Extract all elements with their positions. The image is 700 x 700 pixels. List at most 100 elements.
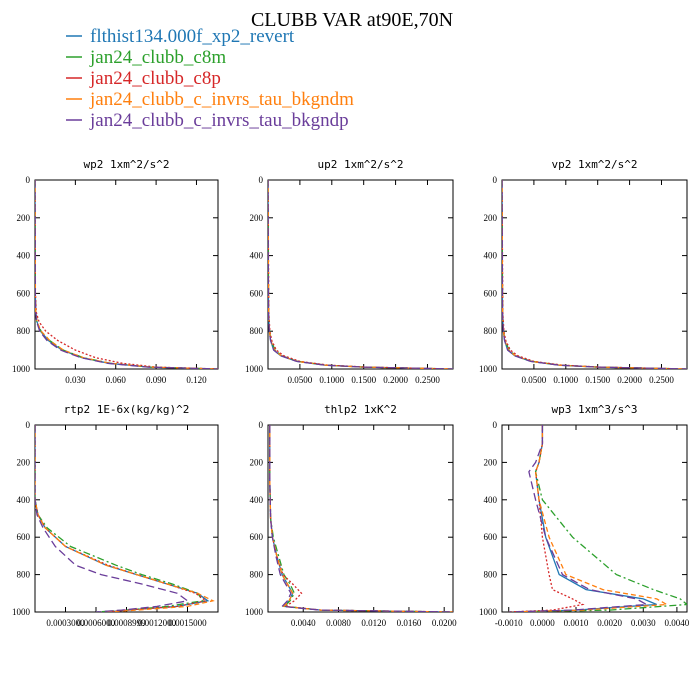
- panel-title: wp3 1xm^3/s^3: [551, 403, 637, 416]
- chart-panel: thlp2 1xK^2 0 200 400 600 800 1000 0.0040 0.0080…: [245, 403, 457, 628]
- panel-title: thlp2 1xK^2: [324, 403, 397, 416]
- plot-frame: [34, 179, 219, 370]
- legend: flthist134.000f_xp2_revertjan24_clubb_c8…: [66, 26, 354, 131]
- chart-panel: wp3 1xm^3/s^3 0 200 400 600 800 1000-0.0010 0.0…: [479, 403, 690, 628]
- x-tick-label: 0.0030: [631, 618, 656, 628]
- series-line: [35, 425, 208, 612]
- series-line: [268, 180, 453, 369]
- y-tick-label: 800: [250, 570, 264, 580]
- y-tick-label: 200: [250, 213, 264, 223]
- series-line: [508, 425, 687, 612]
- legend-label: jan24_clubb_c8p: [89, 68, 221, 89]
- y-tick-label: 600: [250, 288, 264, 298]
- series-line: [35, 180, 218, 369]
- y-tick-label: 0: [493, 175, 498, 185]
- plot-frame: [267, 424, 454, 613]
- x-tick-label: 0.0040: [291, 618, 316, 628]
- x-tick-label: 0.0080: [326, 618, 351, 628]
- panel-title: vp2 1xm^2/s^2: [551, 158, 637, 171]
- series-line: [268, 180, 453, 369]
- x-tick-label: 0.0012000: [138, 618, 177, 628]
- y-tick-label: 1000: [12, 607, 31, 617]
- x-tick-label: 0.0500: [522, 375, 547, 385]
- series-line: [502, 180, 687, 369]
- legend-label: jan24_clubb_c_invrs_tau_bkgndp: [89, 110, 349, 131]
- panel-grid: wp2 1xm^2/s^2 0 200 400 600 800 1000 0.030 0.060…: [12, 158, 690, 628]
- y-tick-label: 400: [17, 495, 31, 505]
- series-group: [35, 180, 218, 369]
- x-tick-label: 0.0120: [361, 618, 386, 628]
- y-tick-label: 1000: [479, 607, 498, 617]
- x-tick-label: 0.1000: [319, 375, 344, 385]
- x-tick-label: -0.0010: [495, 618, 523, 628]
- chart-panel: vp2 1xm^2/s^2 0 200 400 600 800 1000 0.0500 0.10…: [479, 158, 688, 385]
- legend-label: jan24_clubb_c_invrs_tau_bkgndm: [89, 89, 354, 110]
- y-tick-label: 800: [484, 326, 498, 336]
- x-tick-label: 0.2500: [649, 375, 674, 385]
- x-tick-label: 0.120: [186, 375, 207, 385]
- y-tick-label: 200: [484, 213, 498, 223]
- chart-panel: wp2 1xm^2/s^2 0 200 400 600 800 1000 0.030 0.060…: [12, 158, 219, 385]
- chart-panel: up2 1xm^2/s^2 0 200 400 600 800 1000 0.0500 0.10…: [245, 158, 454, 385]
- panel-title: rtp2 1E-6x(kg/kg)^2: [64, 403, 190, 416]
- panel-title: up2 1xm^2/s^2: [317, 158, 403, 171]
- legend-entry: jan24_clubb_c8p: [66, 68, 221, 89]
- series-line: [269, 425, 453, 612]
- series-line: [502, 180, 687, 369]
- series-group: [35, 425, 215, 612]
- series-line: [502, 180, 687, 369]
- x-tick-label: 0.030: [65, 375, 86, 385]
- series-line: [269, 425, 453, 612]
- y-tick-label: 400: [250, 251, 264, 261]
- series-line: [35, 180, 218, 369]
- plot-frame: [34, 424, 219, 613]
- series-line: [268, 180, 453, 369]
- x-tick-label: 0.2000: [617, 375, 642, 385]
- series-line: [269, 425, 453, 612]
- x-tick-label: 0.060: [106, 375, 127, 385]
- series-line: [35, 180, 218, 369]
- series-line: [502, 180, 687, 369]
- x-tick-label: 0.2500: [415, 375, 440, 385]
- series-line: [508, 425, 585, 612]
- x-tick-label: 0.0160: [397, 618, 422, 628]
- series-line: [35, 425, 204, 612]
- y-tick-label: 400: [17, 251, 31, 261]
- x-tick-label: 0.1000: [553, 375, 578, 385]
- series-group: [268, 180, 453, 369]
- y-tick-label: 800: [250, 326, 264, 336]
- series-line: [269, 425, 453, 612]
- x-tick-label: 0.0020: [597, 618, 622, 628]
- x-tick-label: 0.0015000: [168, 618, 207, 628]
- panel-title: wp2 1xm^2/s^2: [83, 158, 169, 171]
- y-tick-label: 400: [484, 251, 498, 261]
- x-tick-label: 0.0040: [665, 618, 690, 628]
- y-tick-label: 600: [17, 532, 31, 542]
- chart-panel: rtp2 1E-6x(kg/kg)^2 0 200 400 600 800 1000 0.00…: [12, 403, 219, 628]
- series-group: [269, 425, 453, 612]
- x-tick-label: 0.0010: [564, 618, 589, 628]
- x-tick-label: 0.1500: [585, 375, 610, 385]
- series-group: [508, 425, 687, 612]
- x-tick-label: 0.0006000: [77, 618, 116, 628]
- y-tick-label: 800: [17, 570, 31, 580]
- x-tick-label: 0.0200: [432, 618, 457, 628]
- y-tick-label: 400: [484, 495, 498, 505]
- y-tick-label: 400: [250, 495, 264, 505]
- y-tick-label: 0: [26, 175, 31, 185]
- y-tick-label: 200: [17, 457, 31, 467]
- y-tick-label: 1000: [245, 364, 264, 374]
- legend-label: jan24_clubb_c8m: [89, 47, 226, 68]
- plot-frame: [501, 179, 688, 370]
- y-tick-label: 600: [17, 288, 31, 298]
- y-tick-label: 800: [484, 570, 498, 580]
- x-tick-label: 0.0500: [288, 375, 313, 385]
- series-line: [508, 425, 670, 612]
- legend-label: flthist134.000f_xp2_revert: [90, 26, 295, 47]
- series-line: [35, 425, 210, 612]
- plot-frame: [501, 424, 688, 613]
- series-line: [269, 425, 453, 612]
- series-line: [268, 180, 453, 369]
- x-tick-label: 0.0008999: [107, 618, 146, 628]
